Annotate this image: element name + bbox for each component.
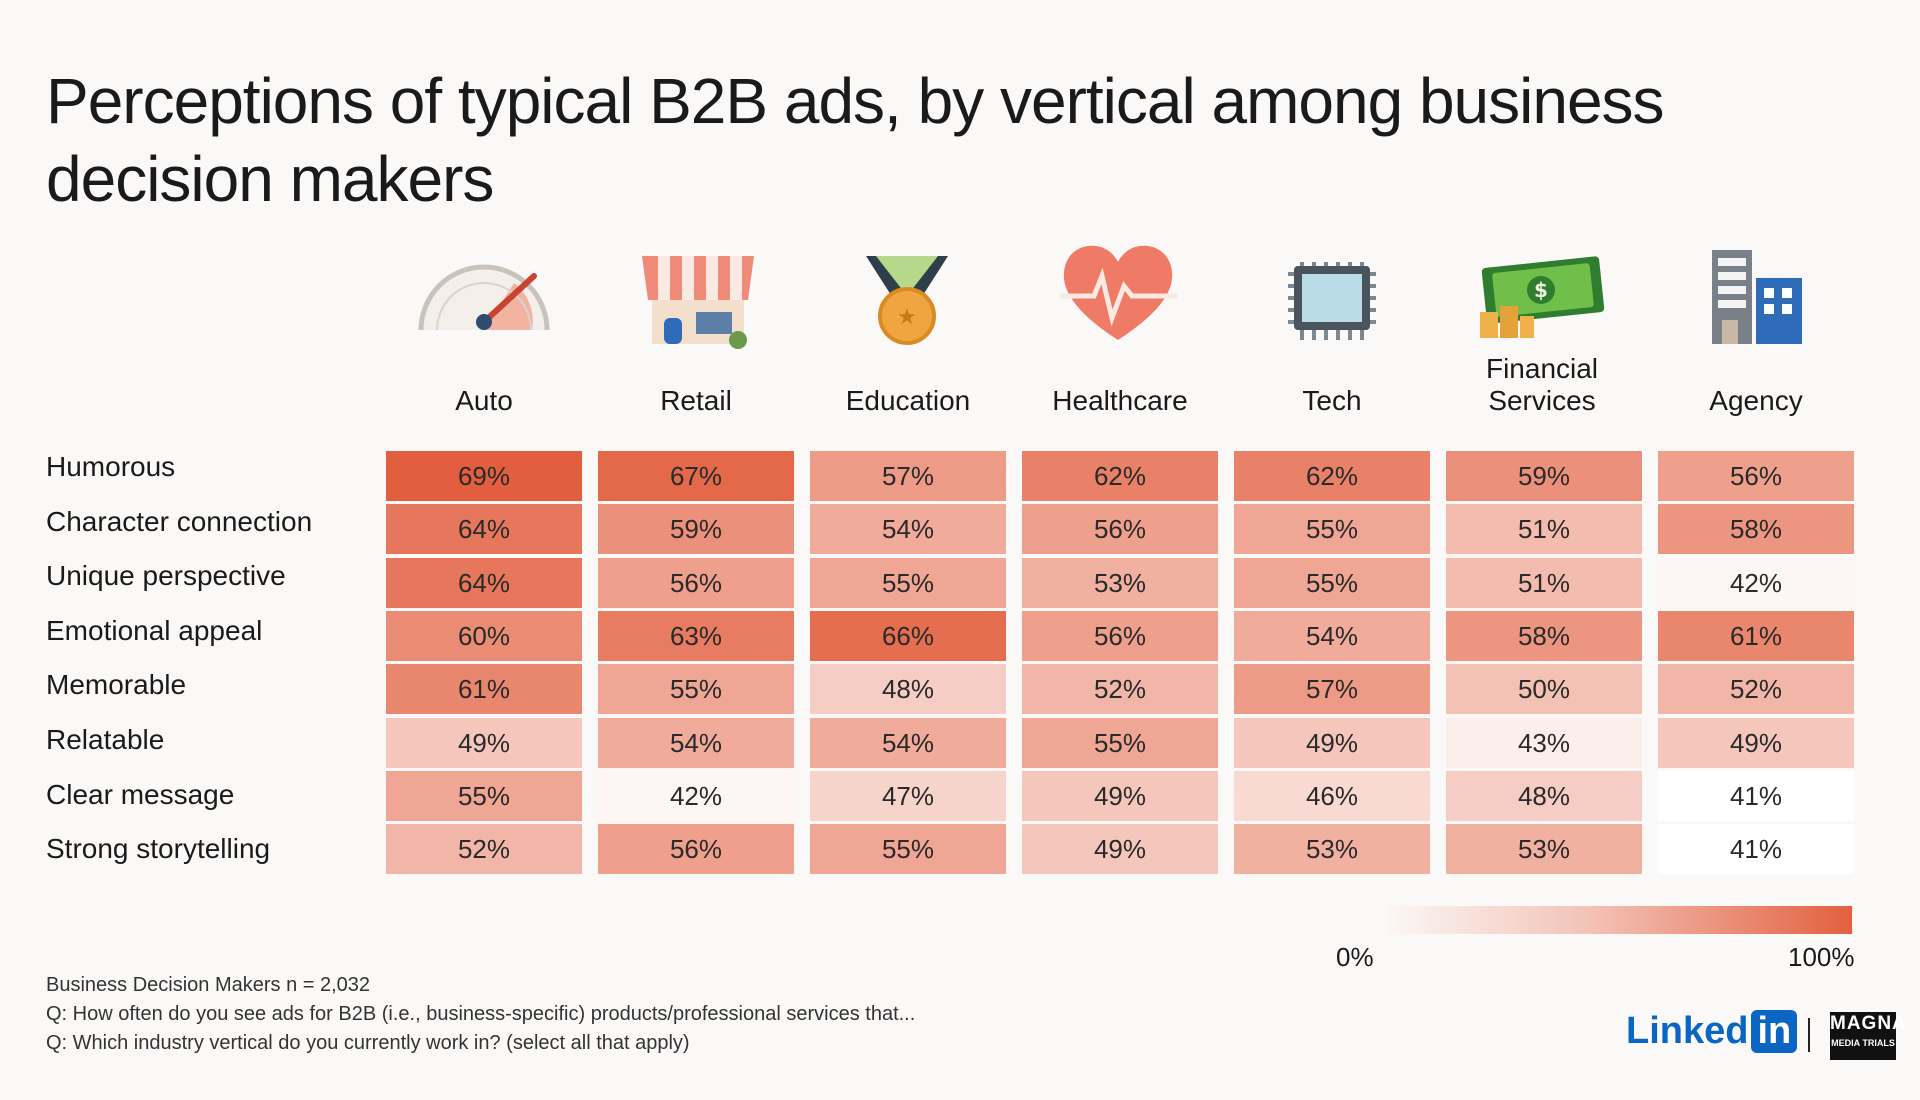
cell-relatable-auto: 49% (386, 718, 582, 768)
cell-unique-perspective-agency: 42% (1658, 558, 1854, 608)
color-scale-bar (1380, 906, 1852, 934)
cell-strong-storytelling-auto: 52% (386, 824, 582, 874)
cell-memorable-agency: 52% (1658, 664, 1854, 714)
cell-humorous-retail: 67% (598, 451, 794, 501)
cell-memorable-financial-services: 50% (1446, 664, 1642, 714)
footnote-question-2: Q: Which industry vertical do you curren… (46, 1032, 690, 1054)
linkedin-logo-text: Linked (1626, 1010, 1749, 1052)
footnote-sample: Business Decision Makers n = 2,032 (46, 974, 371, 996)
microchip-icon (1288, 262, 1376, 340)
cell-unique-perspective-retail: 56% (598, 558, 794, 608)
col-label-tech: Tech (1302, 385, 1362, 416)
cell-unique-perspective-auto: 64% (386, 558, 582, 608)
row-label-memorable: Memorable (46, 669, 187, 700)
cell-strong-storytelling-agency: 41% (1658, 824, 1854, 874)
cell-humorous-auto: 69% (386, 451, 582, 501)
cell-clear-message-agency: 41% (1658, 771, 1854, 821)
cell-clear-message-education: 47% (810, 771, 1006, 821)
cell-unique-perspective-tech: 55% (1234, 558, 1430, 608)
svg-text:$: $ (1534, 278, 1548, 302)
cell-clear-message-tech: 46% (1234, 771, 1430, 821)
magna-logo: MAGNA MEDIA TRIALS (1830, 1012, 1907, 1060)
magna-logo-line2: MEDIA TRIALS (1831, 1038, 1895, 1048)
cell-relatable-education: 54% (810, 718, 1006, 768)
footnote-question-1: Q: How often do you see ads for B2B (i.e… (46, 1003, 916, 1025)
cell-character-connection-education: 54% (810, 504, 1006, 554)
heart-pulse-icon (1060, 245, 1178, 340)
cell-clear-message-financial-services: 48% (1446, 771, 1642, 821)
cell-memorable-education: 48% (810, 664, 1006, 714)
col-label-education: Education (845, 385, 971, 416)
cell-strong-storytelling-financial-services: 53% (1446, 824, 1642, 874)
cell-memorable-retail: 55% (598, 664, 794, 714)
cell-emotional-appeal-financial-services: 58% (1446, 611, 1642, 661)
cell-emotional-appeal-retail: 63% (598, 611, 794, 661)
cell-humorous-financial-services: 59% (1446, 451, 1642, 501)
cell-unique-perspective-healthcare: 53% (1022, 558, 1218, 608)
cell-humorous-education: 57% (810, 451, 1006, 501)
cell-emotional-appeal-tech: 54% (1234, 611, 1430, 661)
svg-text:★: ★ (897, 305, 917, 330)
color-scale-max-label: 100% (1788, 942, 1855, 972)
linkedin-logo: Linked in (1626, 1010, 1798, 1053)
office-building-icon (1712, 250, 1802, 344)
cell-strong-storytelling-retail: 56% (598, 824, 794, 874)
magna-logo-line1: MAGNA (1830, 1013, 1907, 1034)
cell-unique-perspective-education: 55% (810, 558, 1006, 608)
cell-relatable-financial-services: 43% (1446, 718, 1642, 768)
cell-clear-message-retail: 42% (598, 771, 794, 821)
medal-icon: ★ (866, 256, 948, 345)
storefront-icon (642, 256, 754, 349)
cell-humorous-tech: 62% (1234, 451, 1430, 501)
speedometer-icon (418, 264, 550, 331)
cell-relatable-retail: 54% (598, 718, 794, 768)
cell-humorous-agency: 56% (1658, 451, 1854, 501)
cell-humorous-healthcare: 62% (1022, 451, 1218, 501)
chart-title: Perceptions of typical B2B ads, by verti… (46, 65, 1665, 215)
row-label-strong-storytelling: Strong storytelling (46, 833, 271, 864)
cell-character-connection-tech: 55% (1234, 504, 1430, 554)
cell-relatable-tech: 49% (1234, 718, 1430, 768)
row-label-emotional-appeal: Emotional appeal (46, 615, 263, 646)
money-icon: $ (1480, 256, 1605, 338)
cell-memorable-tech: 57% (1234, 664, 1430, 714)
col-label-auto: Auto (455, 385, 513, 416)
cell-relatable-agency: 49% (1658, 718, 1854, 768)
cell-emotional-appeal-auto: 60% (386, 611, 582, 661)
cell-emotional-appeal-education: 66% (810, 611, 1006, 661)
row-label-humorous: Humorous (46, 451, 176, 482)
cell-emotional-appeal-agency: 61% (1658, 611, 1854, 661)
cell-strong-storytelling-healthcare: 49% (1022, 824, 1218, 874)
row-label-clear-message: Clear message (46, 779, 235, 810)
cell-character-connection-healthcare: 56% (1022, 504, 1218, 554)
cell-strong-storytelling-tech: 53% (1234, 824, 1430, 874)
cell-unique-perspective-financial-services: 51% (1446, 558, 1642, 608)
cell-character-connection-agency: 58% (1658, 504, 1854, 554)
color-scale-min-label: 0% (1336, 942, 1374, 972)
col-label-retail: Retail (660, 385, 732, 416)
linkedin-in-badge: in (1751, 1010, 1798, 1053)
cell-memorable-auto: 61% (386, 664, 582, 714)
cell-character-connection-auto: 64% (386, 504, 582, 554)
cell-strong-storytelling-education: 55% (810, 824, 1006, 874)
row-label-character-connection: Character connection (46, 506, 313, 537)
row-label-unique-perspective: Unique perspective (46, 560, 286, 591)
cell-clear-message-healthcare: 49% (1022, 771, 1218, 821)
col-label-financial-services: Financial Services (1485, 353, 1599, 416)
cell-clear-message-auto: 55% (386, 771, 582, 821)
row-label-relatable: Relatable (46, 724, 165, 755)
cell-character-connection-financial-services: 51% (1446, 504, 1642, 554)
logo-divider (1808, 1018, 1810, 1052)
cell-relatable-healthcare: 55% (1022, 718, 1218, 768)
col-label-agency: Agency (1709, 385, 1803, 416)
cell-emotional-appeal-healthcare: 56% (1022, 611, 1218, 661)
cell-memorable-healthcare: 52% (1022, 664, 1218, 714)
cell-character-connection-retail: 59% (598, 504, 794, 554)
col-label-healthcare: Healthcare (1052, 385, 1188, 416)
